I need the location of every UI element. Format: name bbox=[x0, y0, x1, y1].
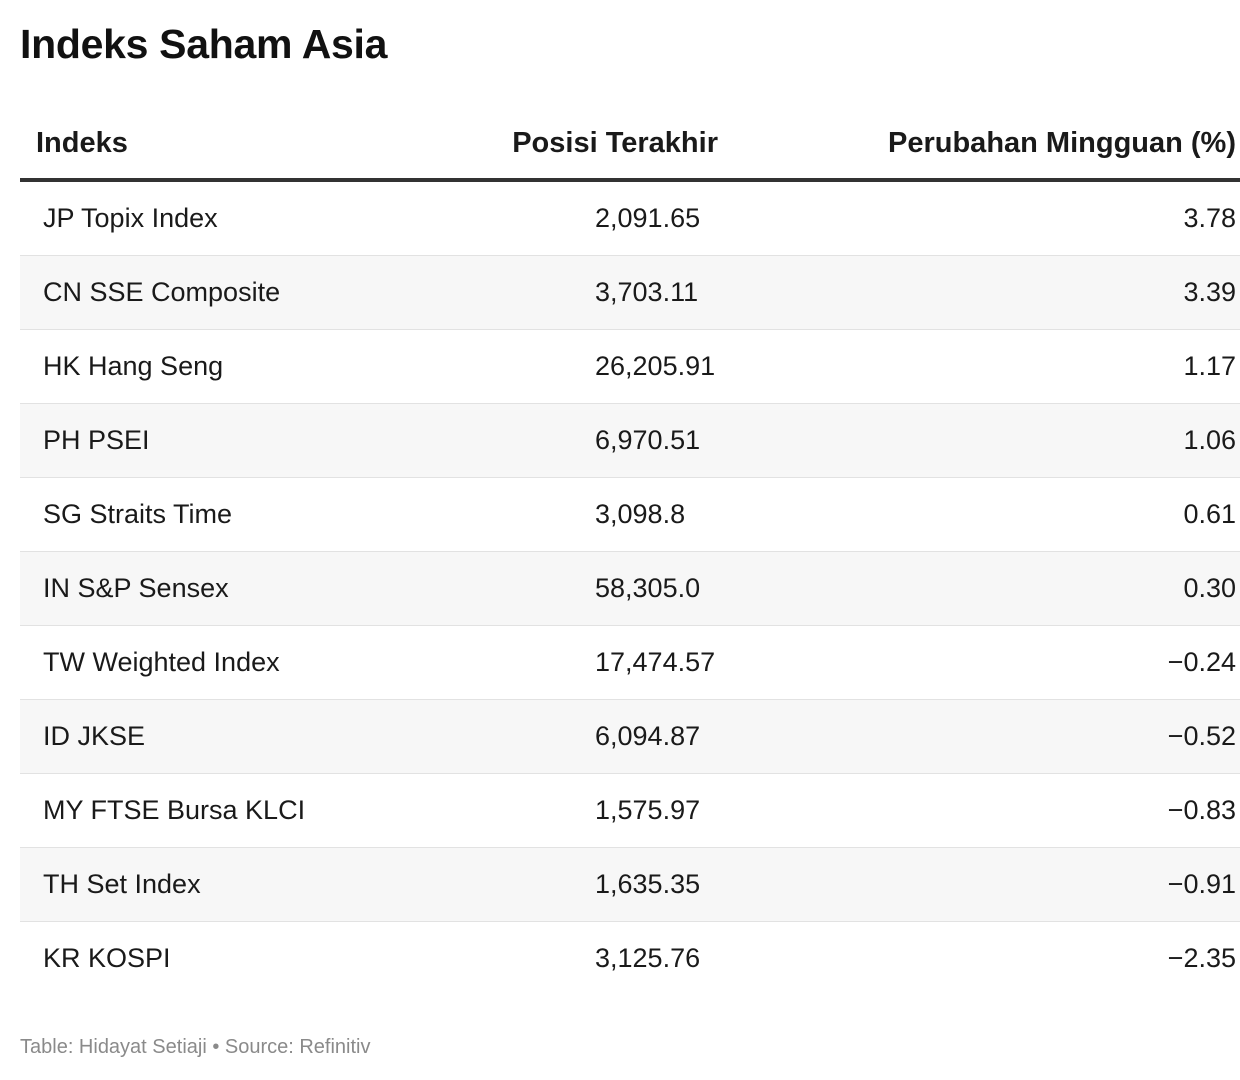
cell-perubahan-mingguan: −0.83 bbox=[718, 773, 1240, 848]
cell-perubahan-mingguan: −0.24 bbox=[718, 625, 1240, 700]
cell-posisi-terakhir: 1,575.97 bbox=[426, 773, 718, 848]
cell-posisi-terakhir: 6,094.87 bbox=[426, 699, 718, 774]
cell-indeks: IN S&P Sensex bbox=[20, 551, 426, 626]
cell-indeks: SG Straits Time bbox=[20, 477, 426, 552]
cell-indeks: TW Weighted Index bbox=[20, 625, 426, 700]
table-row: MY FTSE Bursa KLCI 1,575.97 −0.83 bbox=[20, 773, 1240, 848]
cell-posisi-terakhir: 3,703.11 bbox=[426, 255, 718, 330]
cell-perubahan-mingguan: 3.78 bbox=[718, 180, 1240, 256]
cell-perubahan-mingguan: 1.17 bbox=[718, 329, 1240, 404]
cell-perubahan-mingguan: 1.06 bbox=[718, 403, 1240, 478]
cell-posisi-terakhir: 6,970.51 bbox=[426, 403, 718, 478]
table-body: JP Topix Index 2,091.65 3.78 CN SSE Composi… bbox=[20, 180, 1240, 995]
cell-posisi-value: 1,635.35 bbox=[595, 869, 701, 899]
cell-posisi-terakhir: 58,305.0 bbox=[426, 551, 718, 626]
cell-indeks: TH Set Index bbox=[20, 847, 426, 922]
cell-posisi-value: 26,205.91 bbox=[595, 351, 716, 381]
cell-posisi-terakhir: 17,474.57 bbox=[426, 625, 718, 700]
cell-indeks: JP Topix Index bbox=[20, 180, 426, 256]
cell-posisi-value: 1,575.97 bbox=[595, 795, 701, 825]
cell-posisi-terakhir: 26,205.91 bbox=[426, 329, 718, 404]
header-posisi-terakhir[interactable]: Posisi Terakhir bbox=[426, 108, 718, 182]
cell-indeks: ID JKSE bbox=[20, 699, 426, 774]
cell-indeks: CN SSE Composite bbox=[20, 255, 426, 330]
cell-posisi-value: 2,091.65 bbox=[595, 203, 701, 233]
cell-posisi-value: 6,094.87 bbox=[595, 721, 701, 751]
cell-indeks: MY FTSE Bursa KLCI bbox=[20, 773, 426, 848]
cell-posisi-value: 3,125.76 bbox=[595, 943, 701, 973]
cell-indeks: HK Hang Seng bbox=[20, 329, 426, 404]
cell-posisi-terakhir: 3,125.76 bbox=[426, 922, 718, 996]
table-row: JP Topix Index 2,091.65 3.78 bbox=[20, 180, 1240, 256]
table-row: SG Straits Time 3,098.8 0.61 bbox=[20, 477, 1240, 552]
cell-perubahan-mingguan: −0.52 bbox=[718, 699, 1240, 774]
stock-index-table: Indeks Posisi Terakhir Perubahan Minggua… bbox=[20, 108, 1240, 995]
table-title: Indeks Saham Asia bbox=[20, 21, 388, 67]
cell-posisi-value: 3,703.11 bbox=[595, 277, 699, 307]
table-row: CN SSE Composite 3,703.11 3.39 bbox=[20, 255, 1240, 330]
cell-posisi-terakhir: 2,091.65 bbox=[426, 180, 718, 256]
cell-posisi-value: 17,474.57 bbox=[595, 647, 716, 677]
table-row: HK Hang Seng 26,205.91 1.17 bbox=[20, 329, 1240, 404]
header-indeks[interactable]: Indeks bbox=[20, 108, 426, 182]
cell-perubahan-mingguan: 0.30 bbox=[718, 551, 1240, 626]
source-footer: Table: Hidayat Setiaji • Source: Refinit… bbox=[20, 1036, 371, 1058]
table-row: IN S&P Sensex 58,305.0 0.30 bbox=[20, 551, 1240, 626]
cell-perubahan-mingguan: −2.35 bbox=[1167, 943, 1236, 973]
table-header-row: Indeks Posisi Terakhir Perubahan Minggua… bbox=[20, 108, 1240, 182]
cell-posisi-terakhir: 1,635.35 bbox=[426, 847, 718, 922]
cell-perubahan-mingguan: −0.91 bbox=[718, 847, 1240, 922]
cell-indeks: KR KOSPI bbox=[43, 943, 171, 973]
cell-posisi-value: 6,970.51 bbox=[595, 425, 701, 455]
table-row: PH PSEI 6,970.51 1.06 bbox=[20, 403, 1240, 478]
cell-posisi-terakhir: 3,098.8 bbox=[426, 477, 718, 552]
header-perubahan-mingguan[interactable]: Perubahan Mingguan (%) bbox=[718, 108, 1240, 182]
cell-indeks: PH PSEI bbox=[20, 403, 426, 478]
cell-perubahan-mingguan: 3.39 bbox=[718, 255, 1240, 330]
table-row: TW Weighted Index 17,474.57 −0.24 bbox=[20, 625, 1240, 700]
cell-posisi-value: 58,305.0 bbox=[595, 573, 701, 603]
cell-posisi-value: 3,098.8 bbox=[595, 499, 686, 529]
cell-perubahan-mingguan: 0.61 bbox=[718, 477, 1240, 552]
table-row: KR KOSPI 3,125.76 −2.35 bbox=[20, 922, 1240, 996]
table-row: TH Set Index 1,635.35 −0.91 bbox=[20, 847, 1240, 922]
table-row: ID JKSE 6,094.87 −0.52 bbox=[20, 699, 1240, 774]
